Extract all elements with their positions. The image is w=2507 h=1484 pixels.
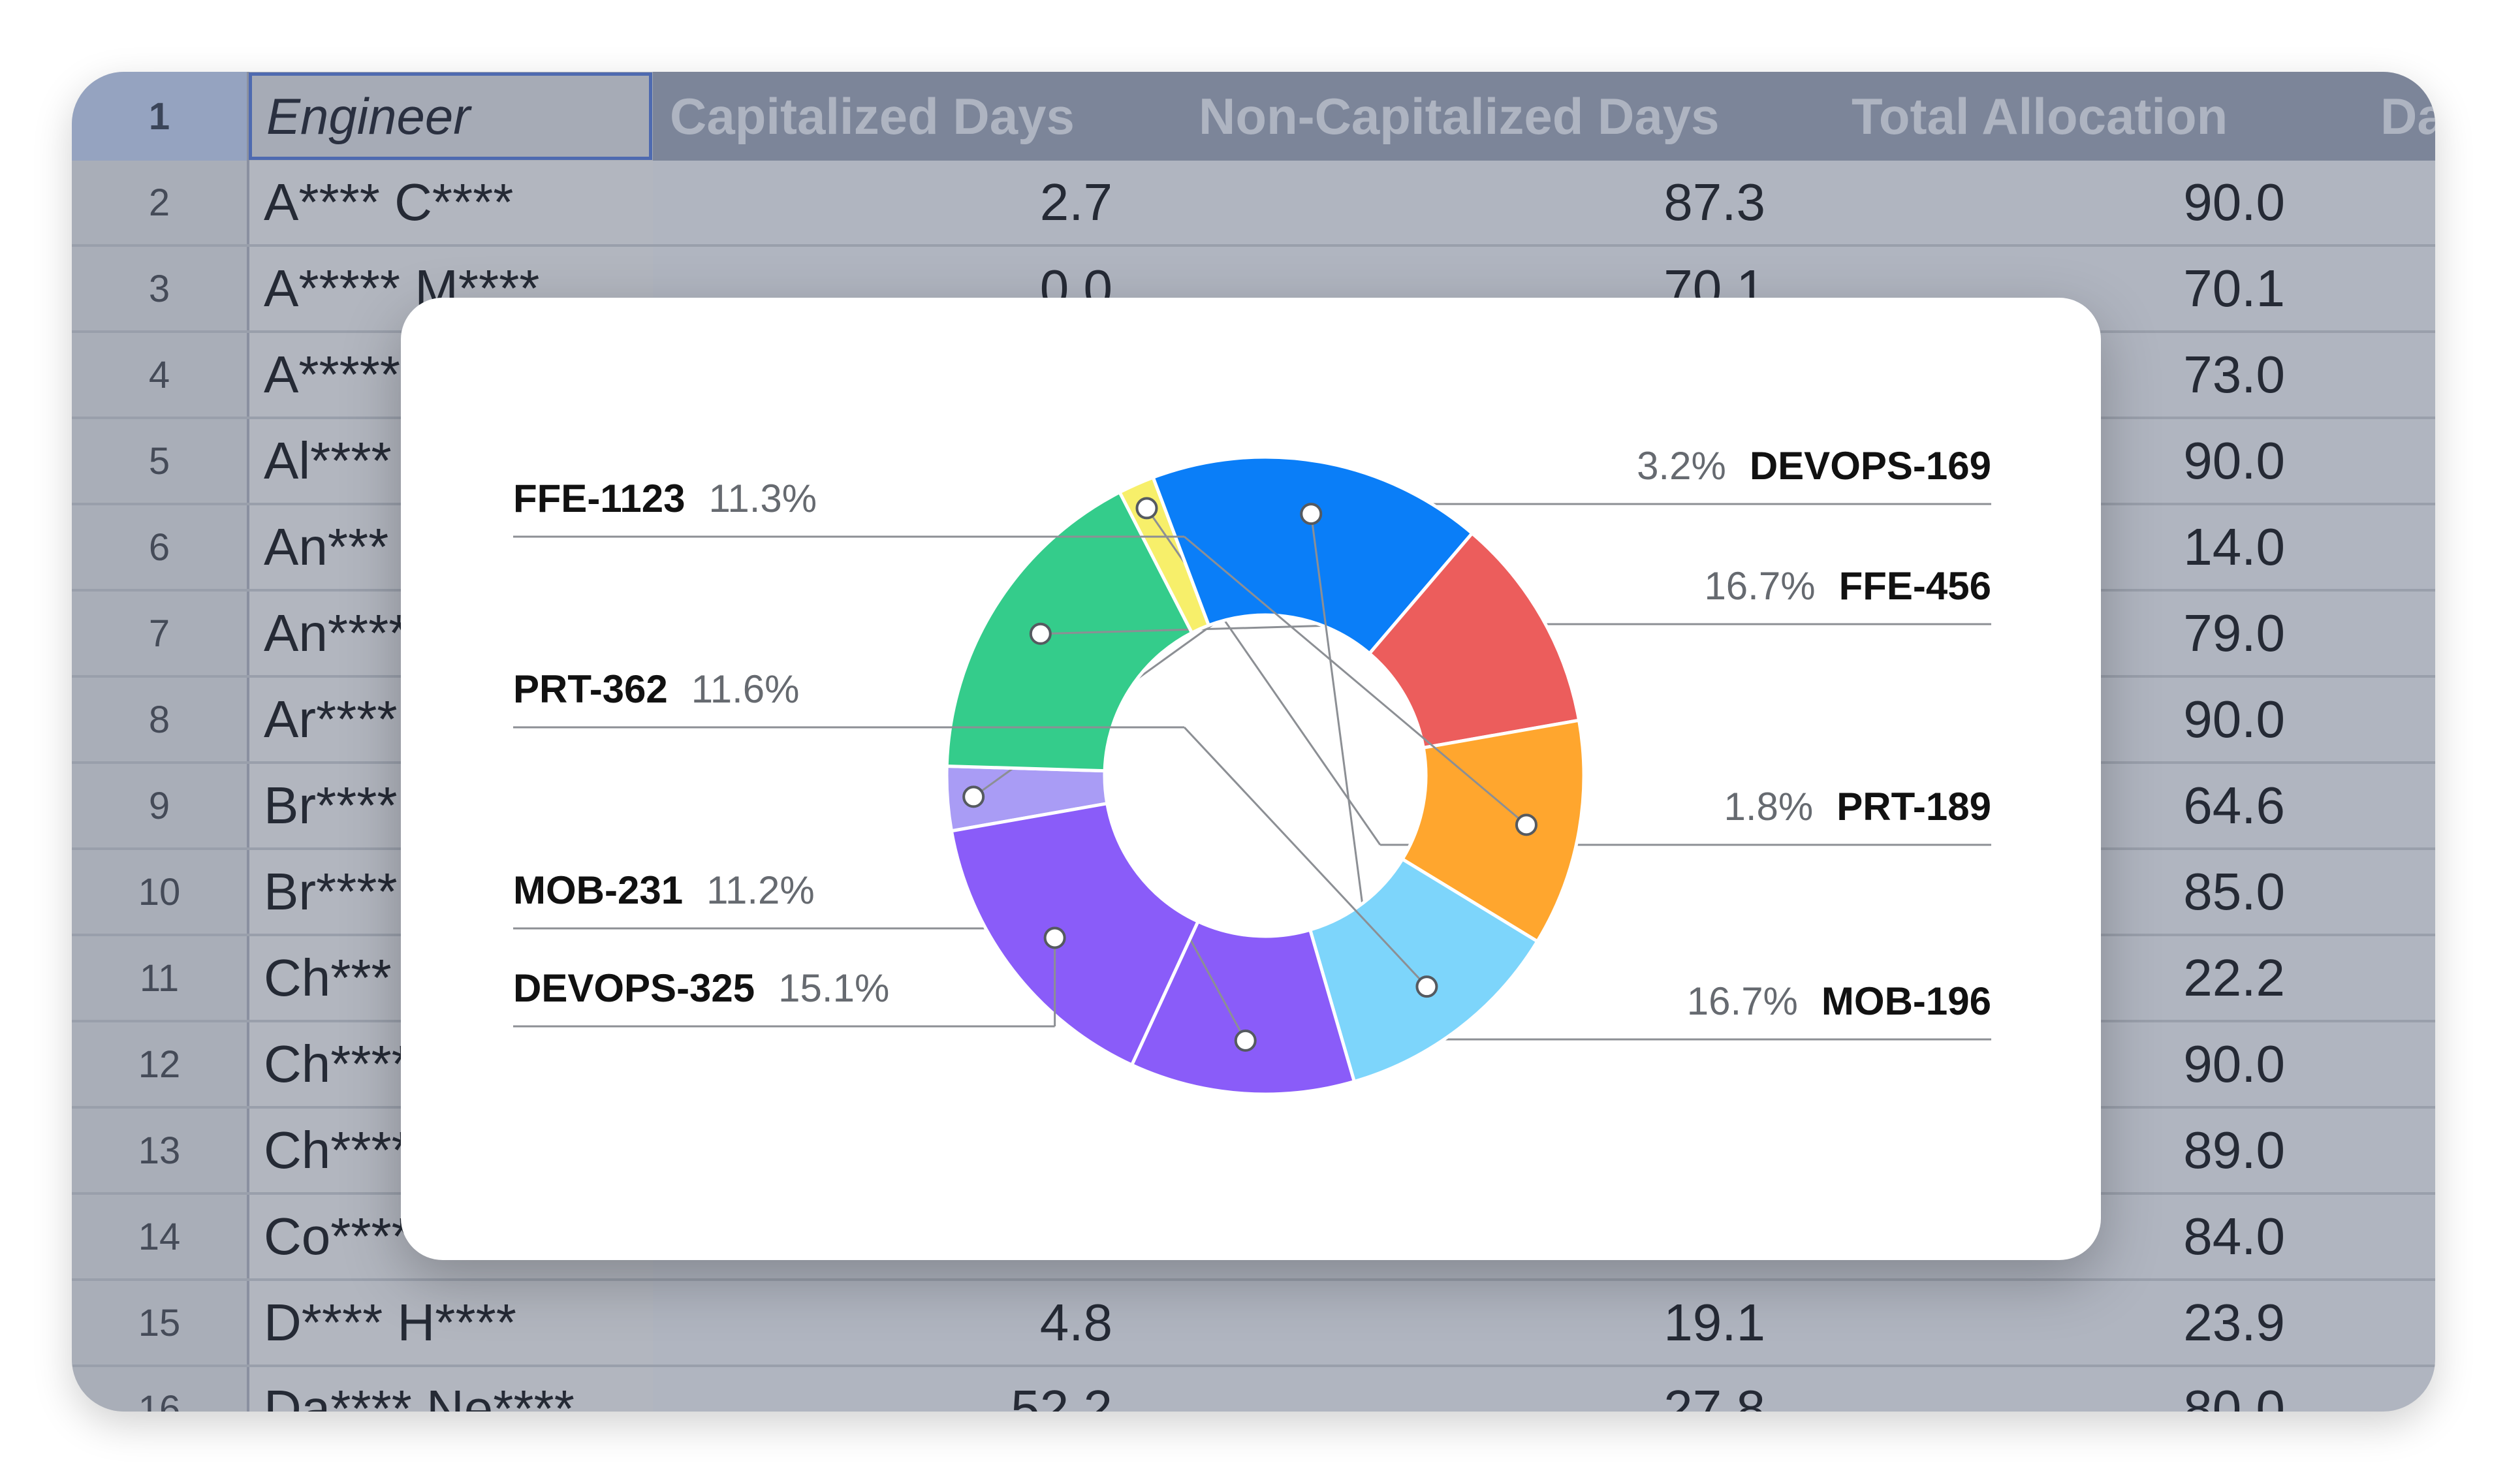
row-number[interactable]: 4 [72, 332, 249, 419]
callout-marker [962, 785, 985, 808]
callout-marker [1135, 497, 1158, 520]
cell-capitalized-days[interactable]: 4.8 [653, 1280, 1182, 1367]
cell-truncated[interactable] [2363, 935, 2435, 1022]
row-number[interactable]: 9 [72, 763, 249, 850]
slice-label: MOB-231 [513, 868, 683, 912]
callout-devops-169: DEVOPS-169 3.2% [973, 444, 1991, 798]
cell-total-allocation[interactable]: 90.0 [1835, 161, 2363, 247]
slice-label: MOB-196 [1821, 979, 1991, 1023]
callout-mob-196: MOB-196 16.7% [1310, 513, 1991, 1041]
cell-truncated[interactable] [2363, 676, 2435, 764]
row-number[interactable]: 8 [72, 676, 249, 764]
row-number[interactable]: 11 [72, 935, 249, 1022]
chart-card: DEVOPS-169 3.2% FFE-456 16.7% PRT-189 1.8% MOB… [401, 298, 2101, 1260]
callout-marker [1415, 975, 1438, 998]
cell-truncated[interactable] [2363, 590, 2435, 678]
cell-engineer[interactable]: Da**** Ne**** [248, 1366, 653, 1412]
table-row: 15 D**** H**** 4.8 19.1 23.9 [72, 1280, 2435, 1367]
slice-percent: 11.2% [706, 868, 815, 912]
row-number[interactable]: 10 [72, 849, 249, 936]
callout-prt-189: PRT-189 1.8% [1146, 507, 1991, 846]
callout-connector [1183, 726, 1428, 988]
callout-ffe-1123: FFE-1123 11.3% [513, 477, 1527, 826]
row-number[interactable]: 2 [72, 161, 249, 247]
row-number[interactable]: 13 [72, 1107, 249, 1195]
cell-truncated[interactable] [2363, 1021, 2435, 1109]
slice-percent: 15.1% [778, 966, 889, 1010]
callout-marker [1043, 926, 1066, 949]
slice-label: DEVOPS-169 [1750, 444, 1991, 488]
cell-truncated[interactable] [2363, 1366, 2435, 1412]
header-row: 1 Engineer Capitalized Days Non-Capitali… [72, 72, 2435, 161]
cell-truncated[interactable] [2363, 1193, 2435, 1281]
cell-total-allocation[interactable]: 23.9 [1835, 1280, 2363, 1367]
cell-truncated[interactable] [2363, 1107, 2435, 1195]
cell-total-allocation[interactable]: 70.1 [1835, 245, 2363, 333]
slice-label: FFE-456 [1839, 564, 1991, 608]
callout-connector [1183, 928, 1247, 1041]
slice-mob-231[interactable] [1129, 919, 1357, 1096]
callout-marker [1300, 503, 1323, 526]
slice-label: DEVOPS-325 [513, 966, 755, 1010]
slice-prt-362[interactable] [1308, 857, 1540, 1084]
cell-truncated[interactable] [2363, 849, 2435, 936]
table-row: 16 Da**** Ne**** 52.2 27.8 80.0 [72, 1366, 2435, 1412]
callout-marker [1029, 622, 1052, 645]
slice-devops-325[interactable] [949, 801, 1201, 1067]
callout-devops-325: DEVOPS-325 15.1% [513, 938, 1056, 1028]
slice-unlabeled[interactable] [1367, 531, 1581, 750]
cell-capitalized-days[interactable]: 52.2 [653, 1366, 1182, 1412]
callout-marker [1515, 813, 1537, 836]
row-number[interactable]: 7 [72, 590, 249, 678]
column-header-truncated[interactable]: Da [2363, 72, 2435, 161]
slice-percent: 3.2% [1637, 444, 1726, 488]
cell-non-capitalized-days[interactable]: 27.8 [1182, 1366, 1835, 1412]
cell-truncated[interactable] [2363, 245, 2435, 333]
slice-label: FFE-1123 [513, 477, 685, 520]
cell-truncated[interactable] [2363, 763, 2435, 850]
table-row: 2 A**** C**** 2.7 87.3 90.0 [72, 161, 2435, 247]
cell-truncated[interactable] [2363, 418, 2435, 505]
row-number[interactable]: 3 [72, 245, 249, 333]
cell-truncated[interactable] [2363, 332, 2435, 419]
donut-chart: DEVOPS-1693.2%FFE-45616.7%PRT-1891.8%MOB… [513, 444, 1991, 1096]
row-number[interactable]: 12 [72, 1021, 249, 1109]
table-row: 3 A***** M**** 0.0 70.1 70.1 [72, 245, 2435, 333]
callout-marker [1234, 1029, 1257, 1052]
slice-percent: 16.7% [1704, 564, 1815, 608]
cell-engineer[interactable]: D**** H**** [248, 1280, 653, 1367]
column-header-total-allocation[interactable]: Total Allocation [1835, 72, 2363, 161]
callout-prt-362: PRT-362 11.6% [513, 667, 1428, 988]
cell-truncated[interactable] [2363, 161, 2435, 247]
slice-percent: 11.3% [708, 477, 817, 520]
cell-truncated[interactable] [2363, 504, 2435, 592]
slice-percent: 11.6% [691, 667, 800, 711]
cell-capitalized-days[interactable]: 2.7 [653, 161, 1182, 247]
row-number[interactable]: 1 [72, 72, 249, 161]
row-number[interactable]: 14 [72, 1193, 249, 1281]
slice-percent: 16.7% [1687, 979, 1798, 1023]
slice-label: PRT-189 [1837, 785, 1991, 829]
cell-engineer[interactable]: A**** C**** [248, 161, 653, 247]
column-header-non-capitalized-days[interactable]: Non-Capitalized Days [1182, 72, 1835, 161]
slice-ffe-456[interactable] [945, 490, 1194, 773]
row-number[interactable]: 16 [72, 1366, 249, 1412]
cell-non-capitalized-days[interactable]: 87.3 [1182, 161, 1835, 247]
slice-mob-196[interactable] [1150, 455, 1475, 656]
slice-label: PRT-362 [513, 667, 668, 711]
cell-non-capitalized-days[interactable]: 19.1 [1182, 1280, 1835, 1367]
slice-percent: 1.8% [1724, 785, 1813, 829]
column-header-capitalized-days[interactable]: Capitalized Days [653, 72, 1182, 161]
callout-connector [1184, 535, 1527, 826]
cell-total-allocation[interactable]: 80.0 [1835, 1366, 2363, 1412]
row-number[interactable]: 15 [72, 1280, 249, 1367]
row-number[interactable]: 6 [72, 504, 249, 592]
callout-ffe-456: FFE-456 16.7% [1040, 564, 1991, 635]
cell-truncated[interactable] [2363, 1280, 2435, 1367]
row-number[interactable]: 5 [72, 418, 249, 505]
callout-mob-231: MOB-231 11.2% [513, 868, 1247, 1041]
column-header-engineer[interactable]: Engineer [248, 72, 653, 161]
